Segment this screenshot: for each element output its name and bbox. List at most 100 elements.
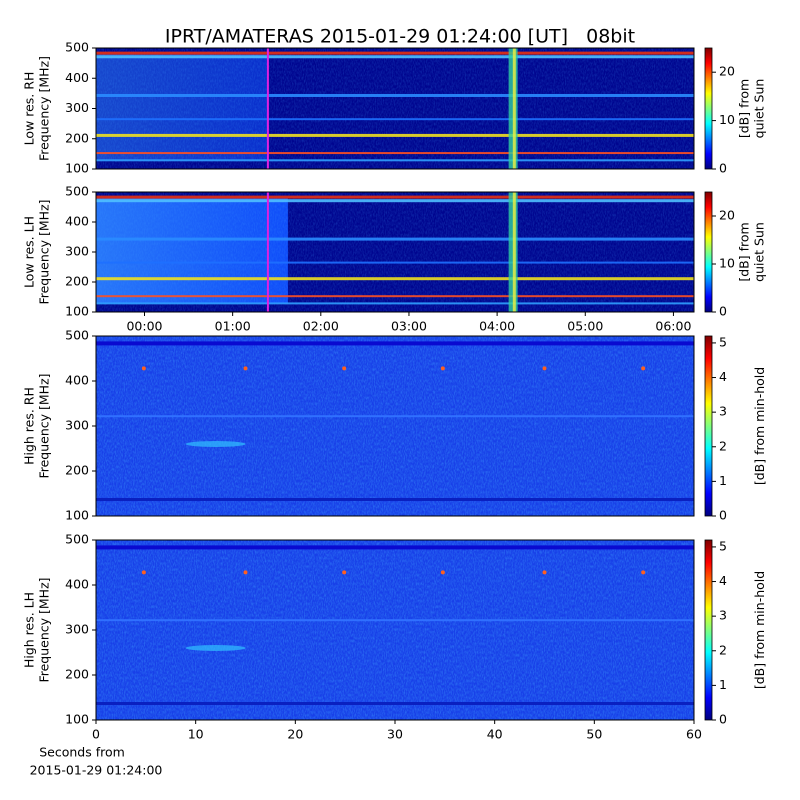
- spike-feature: [342, 570, 347, 575]
- spectrogram-noise: [96, 48, 694, 169]
- y-axis-label-line: Low res. LH: [21, 216, 36, 288]
- colorbar-label: [dB] fromquiet Sun: [736, 79, 766, 139]
- spike-feature: [641, 366, 646, 371]
- spike-feature: [141, 366, 146, 371]
- band-feature: [96, 415, 694, 418]
- spectrogram: [96, 540, 694, 720]
- y-axis-label-line: Frequency [MHz]: [36, 56, 51, 161]
- band-feature: [96, 341, 694, 346]
- burst-stripe-core: [512, 48, 516, 169]
- spectrogram-noise: [96, 336, 694, 516]
- colorbar-label-line: quiet Sun: [751, 79, 766, 139]
- colorbar-label: [dB] from min-hold: [752, 367, 767, 485]
- band-feature: [96, 295, 694, 298]
- colorbar-tick-label: 3: [719, 608, 727, 623]
- colorbar-label-line: quiet Sun: [751, 222, 766, 282]
- colorbar-label: [dB] fromquiet Sun: [736, 222, 766, 282]
- y-tick-label: 400: [65, 70, 89, 85]
- band-feature: [96, 702, 694, 705]
- x-tick-label: 50: [586, 727, 602, 742]
- colorbar-tick-label: 4: [719, 573, 727, 588]
- spectrogram-noise: [96, 540, 694, 720]
- y-tick-label: 100: [65, 161, 89, 176]
- colorbar-tick-label: 2: [719, 438, 727, 453]
- colorbar-tick-label: 0: [719, 161, 727, 176]
- x-tick-label: 60: [686, 727, 702, 742]
- colorbar-tick-label: 1: [719, 677, 727, 692]
- band-feature: [96, 261, 694, 264]
- colorbar-tick-label: 10: [719, 256, 735, 271]
- colorbar-label-line: [dB] from min-hold: [752, 367, 767, 485]
- spike-feature: [243, 366, 248, 371]
- band-feature: [96, 545, 694, 550]
- y-tick-label: 100: [65, 304, 89, 319]
- y-tick-label: 500: [65, 328, 89, 343]
- y-tick-label: 400: [65, 214, 89, 229]
- y-tick-label: 200: [65, 130, 89, 145]
- x-tick-label: 10: [188, 727, 204, 742]
- colorbar-tick-label: 0: [719, 508, 727, 523]
- colorbar-tick-label: 1: [719, 473, 727, 488]
- y-axis-label-line: Frequency [MHz]: [36, 199, 51, 304]
- band-feature: [96, 55, 694, 59]
- colorbar-tick-label: 0: [719, 712, 727, 727]
- x-tick-label: 00:00: [126, 319, 162, 334]
- x-axis-label: Seconds from: [39, 745, 125, 760]
- y-tick-label: 100: [65, 508, 89, 523]
- band-feature: [96, 51, 694, 55]
- y-tick-label: 200: [65, 274, 89, 289]
- colorbar-tick-label: 20: [719, 64, 735, 79]
- band-feature: [96, 302, 694, 305]
- y-axis-label-line: Frequency [MHz]: [36, 577, 51, 682]
- spike-feature: [141, 570, 146, 575]
- colorbar-tick-label: 2: [719, 642, 727, 657]
- y-axis-label: High res. LHFrequency [MHz]: [21, 577, 51, 682]
- colorbar-label-line: [dB] from min-hold: [752, 571, 767, 689]
- colorbar: [704, 539, 713, 721]
- x-tick-label: 20: [287, 727, 303, 742]
- spike-feature: [342, 366, 347, 371]
- y-tick-label: 300: [65, 100, 89, 115]
- x-tick-label: 04:00: [479, 319, 515, 334]
- spike-feature: [641, 570, 646, 575]
- spectrogram: [96, 48, 694, 169]
- band-feature: [96, 133, 694, 137]
- burst-stripe-core: [512, 192, 516, 312]
- colorbar: [704, 191, 713, 313]
- x-tick-label: 0: [92, 727, 100, 742]
- emission-feature: [185, 441, 246, 447]
- band-feature: [96, 277, 694, 281]
- x-tick-label: 30: [387, 727, 403, 742]
- y-axis-label-line: High res. RH: [21, 387, 36, 465]
- band-feature: [96, 118, 694, 121]
- x-tick-label: 02:00: [303, 319, 339, 334]
- colorbar-tick-label: 3: [719, 404, 727, 419]
- band-feature: [96, 195, 694, 199]
- y-axis-label: Low res. LHFrequency [MHz]: [21, 199, 51, 304]
- colorbar-tick-label: 10: [719, 112, 735, 127]
- band-feature: [96, 152, 694, 155]
- y-tick-label: 400: [65, 577, 89, 592]
- emission-feature: [185, 645, 246, 651]
- colorbar-label: [dB] from min-hold: [752, 571, 767, 689]
- y-tick-label: 500: [65, 532, 89, 547]
- colorbar: [704, 335, 713, 517]
- spectrogram: [96, 336, 694, 516]
- band-feature: [96, 498, 694, 501]
- colorbar-tick-label: 20: [719, 208, 735, 223]
- x-tick-label: 40: [487, 727, 503, 742]
- y-tick-label: 100: [65, 712, 89, 727]
- colorbar-tick-label: 5: [719, 334, 727, 349]
- spectrogram-noise: [96, 192, 694, 312]
- band-feature: [96, 619, 694, 622]
- y-axis-label-line: High res. LH: [21, 592, 36, 668]
- y-tick-label: 200: [65, 463, 89, 478]
- spike-feature: [542, 366, 547, 371]
- x-tick-label: 01:00: [215, 319, 251, 334]
- y-tick-label: 300: [65, 418, 89, 433]
- colorbar-label-line: [dB] from: [736, 222, 751, 281]
- band-feature: [96, 237, 694, 241]
- y-tick-label: 500: [65, 184, 89, 199]
- chart-title: IPRT/AMATERAS 2015-01-29 01:24:00 [UT] 0…: [165, 26, 635, 48]
- y-tick-label: 200: [65, 667, 89, 682]
